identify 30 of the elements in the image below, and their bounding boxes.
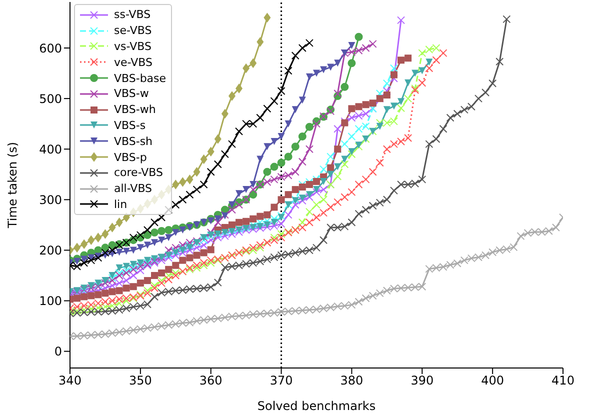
legend-label: VBS-wh xyxy=(114,103,156,116)
legend-label: ve-VBS xyxy=(114,56,152,69)
legend-label: VBS-base xyxy=(114,72,166,85)
x-tick-label: 410 xyxy=(552,374,574,388)
legend-label: VBS-s xyxy=(114,118,146,132)
x-tick-label: 370 xyxy=(270,374,293,388)
y-tick-label: 200 xyxy=(39,243,62,258)
legend-label: core-VBS xyxy=(114,166,164,180)
x-axis-title: Solved benchmarks xyxy=(257,399,376,413)
legend-label: VBS-w xyxy=(114,87,149,100)
x-tick-label: 350 xyxy=(128,374,152,388)
x-tick-label: 390 xyxy=(410,374,434,388)
y-tick-label: 400 xyxy=(39,142,62,156)
legend-label: lin xyxy=(114,198,128,211)
x-tick-label: 360 xyxy=(199,374,222,388)
legend-label: se-VBS xyxy=(114,24,152,38)
y-tick-label: 0 xyxy=(54,344,62,359)
x-tick-label: 400 xyxy=(481,374,504,388)
y-tick-label: 100 xyxy=(39,294,62,308)
x-tick-label: 340 xyxy=(58,374,82,388)
legend-label: ss-VBS xyxy=(114,8,151,22)
legend-label: VBS-sh xyxy=(114,134,153,148)
y-tick-label: 600 xyxy=(39,41,62,56)
legend-label: VBS-p xyxy=(114,150,147,164)
legend-label: all-VBS xyxy=(114,182,152,196)
x-tick-label: 380 xyxy=(340,374,364,388)
y-axis-title: Time taken (s) xyxy=(5,142,20,230)
y-tick-label: 500 xyxy=(39,92,62,106)
legend-label: vs-VBS xyxy=(114,40,152,53)
y-tick-label: 300 xyxy=(39,192,62,207)
